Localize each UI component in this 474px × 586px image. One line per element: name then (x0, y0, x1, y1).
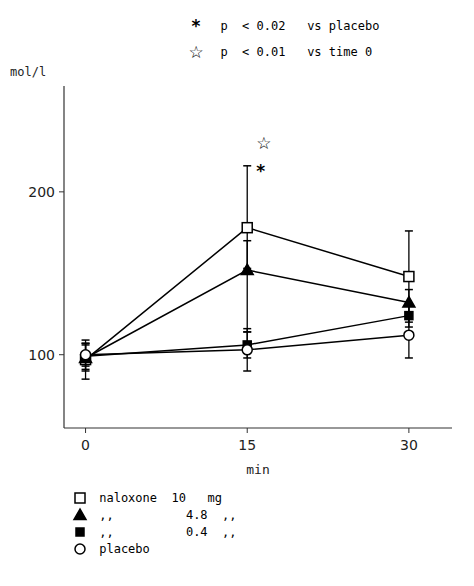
chart: 0 15 30 100 200 min mol/l ☆ * * p < 0.02 vs place… (0, 0, 474, 586)
error-cap (82, 343, 90, 345)
error-cap (243, 240, 251, 242)
error-cap (405, 312, 413, 314)
plot-area (80, 166, 415, 379)
error-cap (82, 339, 90, 341)
error-bar (243, 329, 251, 371)
error-cap (405, 230, 413, 232)
legend-label: placebo (92, 542, 150, 556)
note-text: p < 0.02 vs placebo (206, 19, 379, 33)
y-axis-label: mol/l (10, 65, 46, 79)
error-cap (82, 378, 90, 380)
error-bar (82, 343, 90, 366)
legend-label: naloxone 10 mg (92, 491, 222, 505)
legend-marker (74, 509, 86, 520)
point (404, 330, 414, 340)
legend-marker (75, 544, 85, 554)
error-cap (243, 165, 251, 167)
error-bar (243, 241, 251, 332)
legend-marker (76, 528, 84, 536)
x-tick-label: 30 (400, 437, 418, 453)
legend-label: ,, 4.8 ,, (92, 508, 237, 522)
x-tick-label: 15 (238, 437, 256, 453)
y-tick-label: 100 (28, 347, 55, 363)
annotation: ☆ (256, 133, 271, 153)
error-cap (82, 369, 90, 371)
legend-marker (75, 493, 85, 503)
note-symbol: * (192, 16, 201, 36)
error-cap (243, 328, 251, 330)
error-bar (82, 343, 90, 369)
x-tick (85, 428, 86, 433)
y-axis (63, 86, 64, 428)
error-cap (405, 289, 413, 291)
annotation: * (256, 161, 265, 181)
error-cap (243, 370, 251, 372)
error-bar (405, 312, 413, 358)
point (81, 350, 91, 360)
error-bar (82, 340, 90, 379)
error-cap (82, 370, 90, 372)
point (404, 272, 414, 282)
error-cap (405, 357, 413, 359)
y-tick-label: 200 (28, 184, 55, 200)
y-tick (59, 354, 64, 355)
x-axis-label: min (246, 462, 269, 477)
note-symbol: ☆ (188, 42, 203, 62)
error-stem (247, 241, 248, 332)
error-cap (82, 365, 90, 367)
legend-label: ,, 0.4 ,, (92, 525, 237, 539)
error-cap (82, 343, 90, 345)
error-cap (405, 303, 413, 305)
background (0, 0, 474, 586)
x-axis (64, 427, 452, 428)
x-tick-label: 0 (81, 437, 90, 453)
note-text: p < 0.01 vs time 0 (206, 45, 372, 59)
legend: naloxone 10 mg ,, 4.8 ,, ,, 0.4 ,, place… (74, 491, 237, 556)
y-tick (59, 191, 64, 192)
x-tick (408, 428, 409, 433)
point (241, 264, 253, 275)
x-tick (247, 428, 248, 433)
point (242, 223, 252, 233)
point (242, 345, 252, 355)
